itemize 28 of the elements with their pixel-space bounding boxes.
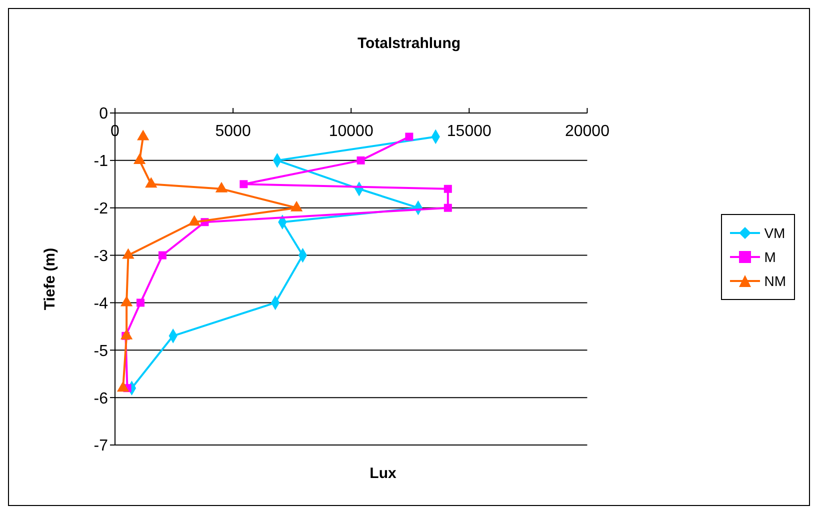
y-tick-label: -7: [94, 438, 108, 455]
y-tick-label: 0: [99, 106, 108, 123]
legend-label: M: [764, 249, 776, 265]
x-tick-label: 10000: [328, 123, 374, 140]
y-tick-label: -6: [94, 390, 108, 408]
y-tick-label: -1: [94, 153, 108, 170]
x-tick-label: 5000: [215, 123, 251, 140]
x-tick-label: 15000: [446, 123, 492, 140]
point: [188, 215, 200, 226]
point: [405, 132, 414, 141]
point: [136, 298, 144, 307]
y-tick-label: -3: [94, 248, 108, 265]
x-axis-title: Lux: [368, 465, 398, 482]
point: [158, 251, 166, 260]
point: [444, 204, 452, 212]
point: [444, 184, 452, 193]
y-tick-label: -5: [94, 342, 108, 360]
point: [145, 177, 158, 188]
point: [240, 180, 248, 188]
chart-title: Totalstrahlung: [356, 35, 462, 52]
point: [356, 156, 365, 164]
y-axis-title: Tiefe (m): [41, 248, 58, 310]
y-tick-label: -4: [94, 295, 108, 312]
y-tick-label: -2: [94, 200, 108, 218]
legend-label: NM: [764, 273, 786, 289]
x-tick-label: 20000: [564, 123, 610, 140]
point: [137, 130, 150, 140]
legend-label: VM: [764, 225, 786, 241]
